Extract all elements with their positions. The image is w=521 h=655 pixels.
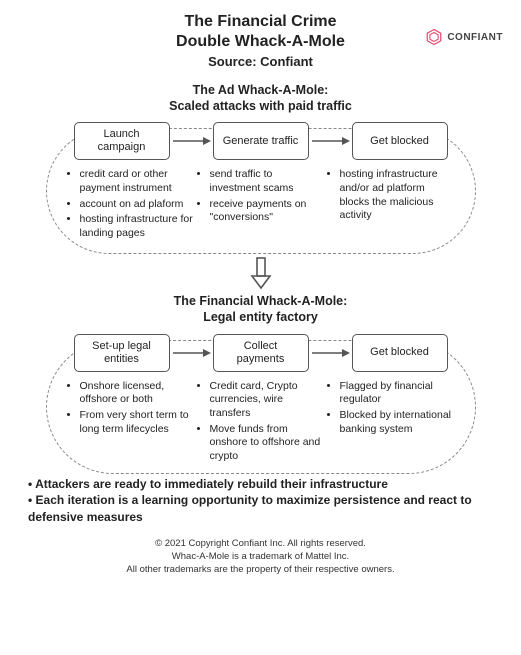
list-item: receive payments on "conversions" <box>210 198 326 225</box>
fin-node-setup: Set-up legal entities <box>74 334 170 372</box>
list-item: Credit card, Crypto currencies, wire tra… <box>210 380 326 421</box>
fin-subtitle: The Financial Whack-A-Mole: Legal entity… <box>0 294 521 325</box>
summary-block: Attackers are ready to immediately rebui… <box>0 466 521 526</box>
fin-node-label: Set-up legal entities <box>81 340 163 366</box>
fin-bullets-2: Credit card, Crypto currencies, wire tra… <box>196 380 326 466</box>
list-item: From very short term to long term lifecy… <box>80 409 196 436</box>
ad-bullets-1: credit card or other payment instrument … <box>66 168 196 242</box>
ad-nodes-row: Launch campaign Generate traffic Get blo… <box>46 122 476 160</box>
footer-line-1: © 2021 Copyright Confiant Inc. All right… <box>0 538 521 551</box>
fin-subtitle-1: The Financial Whack-A-Mole: <box>0 294 521 310</box>
ad-subtitle: The Ad Whack-A-Mole: Scaled attacks with… <box>0 83 521 114</box>
brand-name: CONFIANT <box>447 32 503 43</box>
source-line: Source: Confiant <box>0 54 521 69</box>
list-item: Move funds from onshore to offshore and … <box>210 423 326 464</box>
ad-node-label: Generate traffic <box>223 135 299 148</box>
list-item: hosting infrastructure for landing pages <box>80 213 196 240</box>
ad-bullets-3: hosting infrastructure and/or ad platfor… <box>326 168 456 242</box>
summary-point-1: Attackers are ready to immediately rebui… <box>28 476 493 493</box>
down-arrow-icon <box>0 256 521 292</box>
list-item: account on ad plaform <box>80 198 196 212</box>
fin-bullets-1: Onshore licensed, offshore or both From … <box>66 380 196 466</box>
ad-node-label: Get blocked <box>370 135 429 148</box>
fin-node-label: Get blocked <box>370 346 429 359</box>
fin-node-label: Collect payments <box>220 340 302 366</box>
list-item: hosting infrastructure and/or ad platfor… <box>340 168 456 223</box>
fin-node-collect: Collect payments <box>213 334 309 372</box>
fin-bullets-3: Flagged by financial regulator Blocked b… <box>326 380 456 466</box>
arrow-right-icon <box>171 334 211 372</box>
list-item: Onshore licensed, offshore or both <box>80 380 196 407</box>
fin-subtitle-2: Legal entity factory <box>0 310 521 326</box>
ad-subtitle-1: The Ad Whack-A-Mole: <box>0 83 521 99</box>
summary-point-2: Each iteration is a learning opportunity… <box>28 492 493 526</box>
fin-node-blocked: Get blocked <box>352 334 448 372</box>
ad-node-traffic: Generate traffic <box>213 122 309 160</box>
fin-bullets-row: Onshore licensed, offshore or both From … <box>46 372 476 466</box>
footer-line-2: Whac-A-Mole is a trademark of Mattel Inc… <box>0 551 521 564</box>
brand-hex-icon <box>425 28 443 46</box>
ad-node-blocked: Get blocked <box>352 122 448 160</box>
fin-nodes-row: Set-up legal entities Collect payments G… <box>46 334 476 372</box>
list-item: Flagged by financial regulator <box>340 380 456 407</box>
list-item: credit card or other payment instrument <box>80 168 196 195</box>
list-item: send traffic to investment scams <box>210 168 326 195</box>
ad-bullets-row: credit card or other payment instrument … <box>46 160 476 242</box>
fin-cycle: Set-up legal entities Collect payments G… <box>46 334 476 466</box>
list-item: Blocked by international banking system <box>340 409 456 436</box>
arrow-right-icon <box>171 122 211 160</box>
ad-bullets-2: send traffic to investment scams receive… <box>196 168 326 242</box>
arrow-right-icon <box>310 122 350 160</box>
ad-subtitle-2: Scaled attacks with paid traffic <box>0 99 521 115</box>
footer-copyright: © 2021 Copyright Confiant Inc. All right… <box>0 538 521 576</box>
brand-logo: CONFIANT <box>425 28 503 46</box>
footer-line-3: All other trademarks are the property of… <box>0 564 521 577</box>
ad-cycle: Launch campaign Generate traffic Get blo… <box>46 122 476 242</box>
ad-node-launch: Launch campaign <box>74 122 170 160</box>
arrow-right-icon <box>310 334 350 372</box>
ad-node-label: Launch campaign <box>81 128 163 154</box>
